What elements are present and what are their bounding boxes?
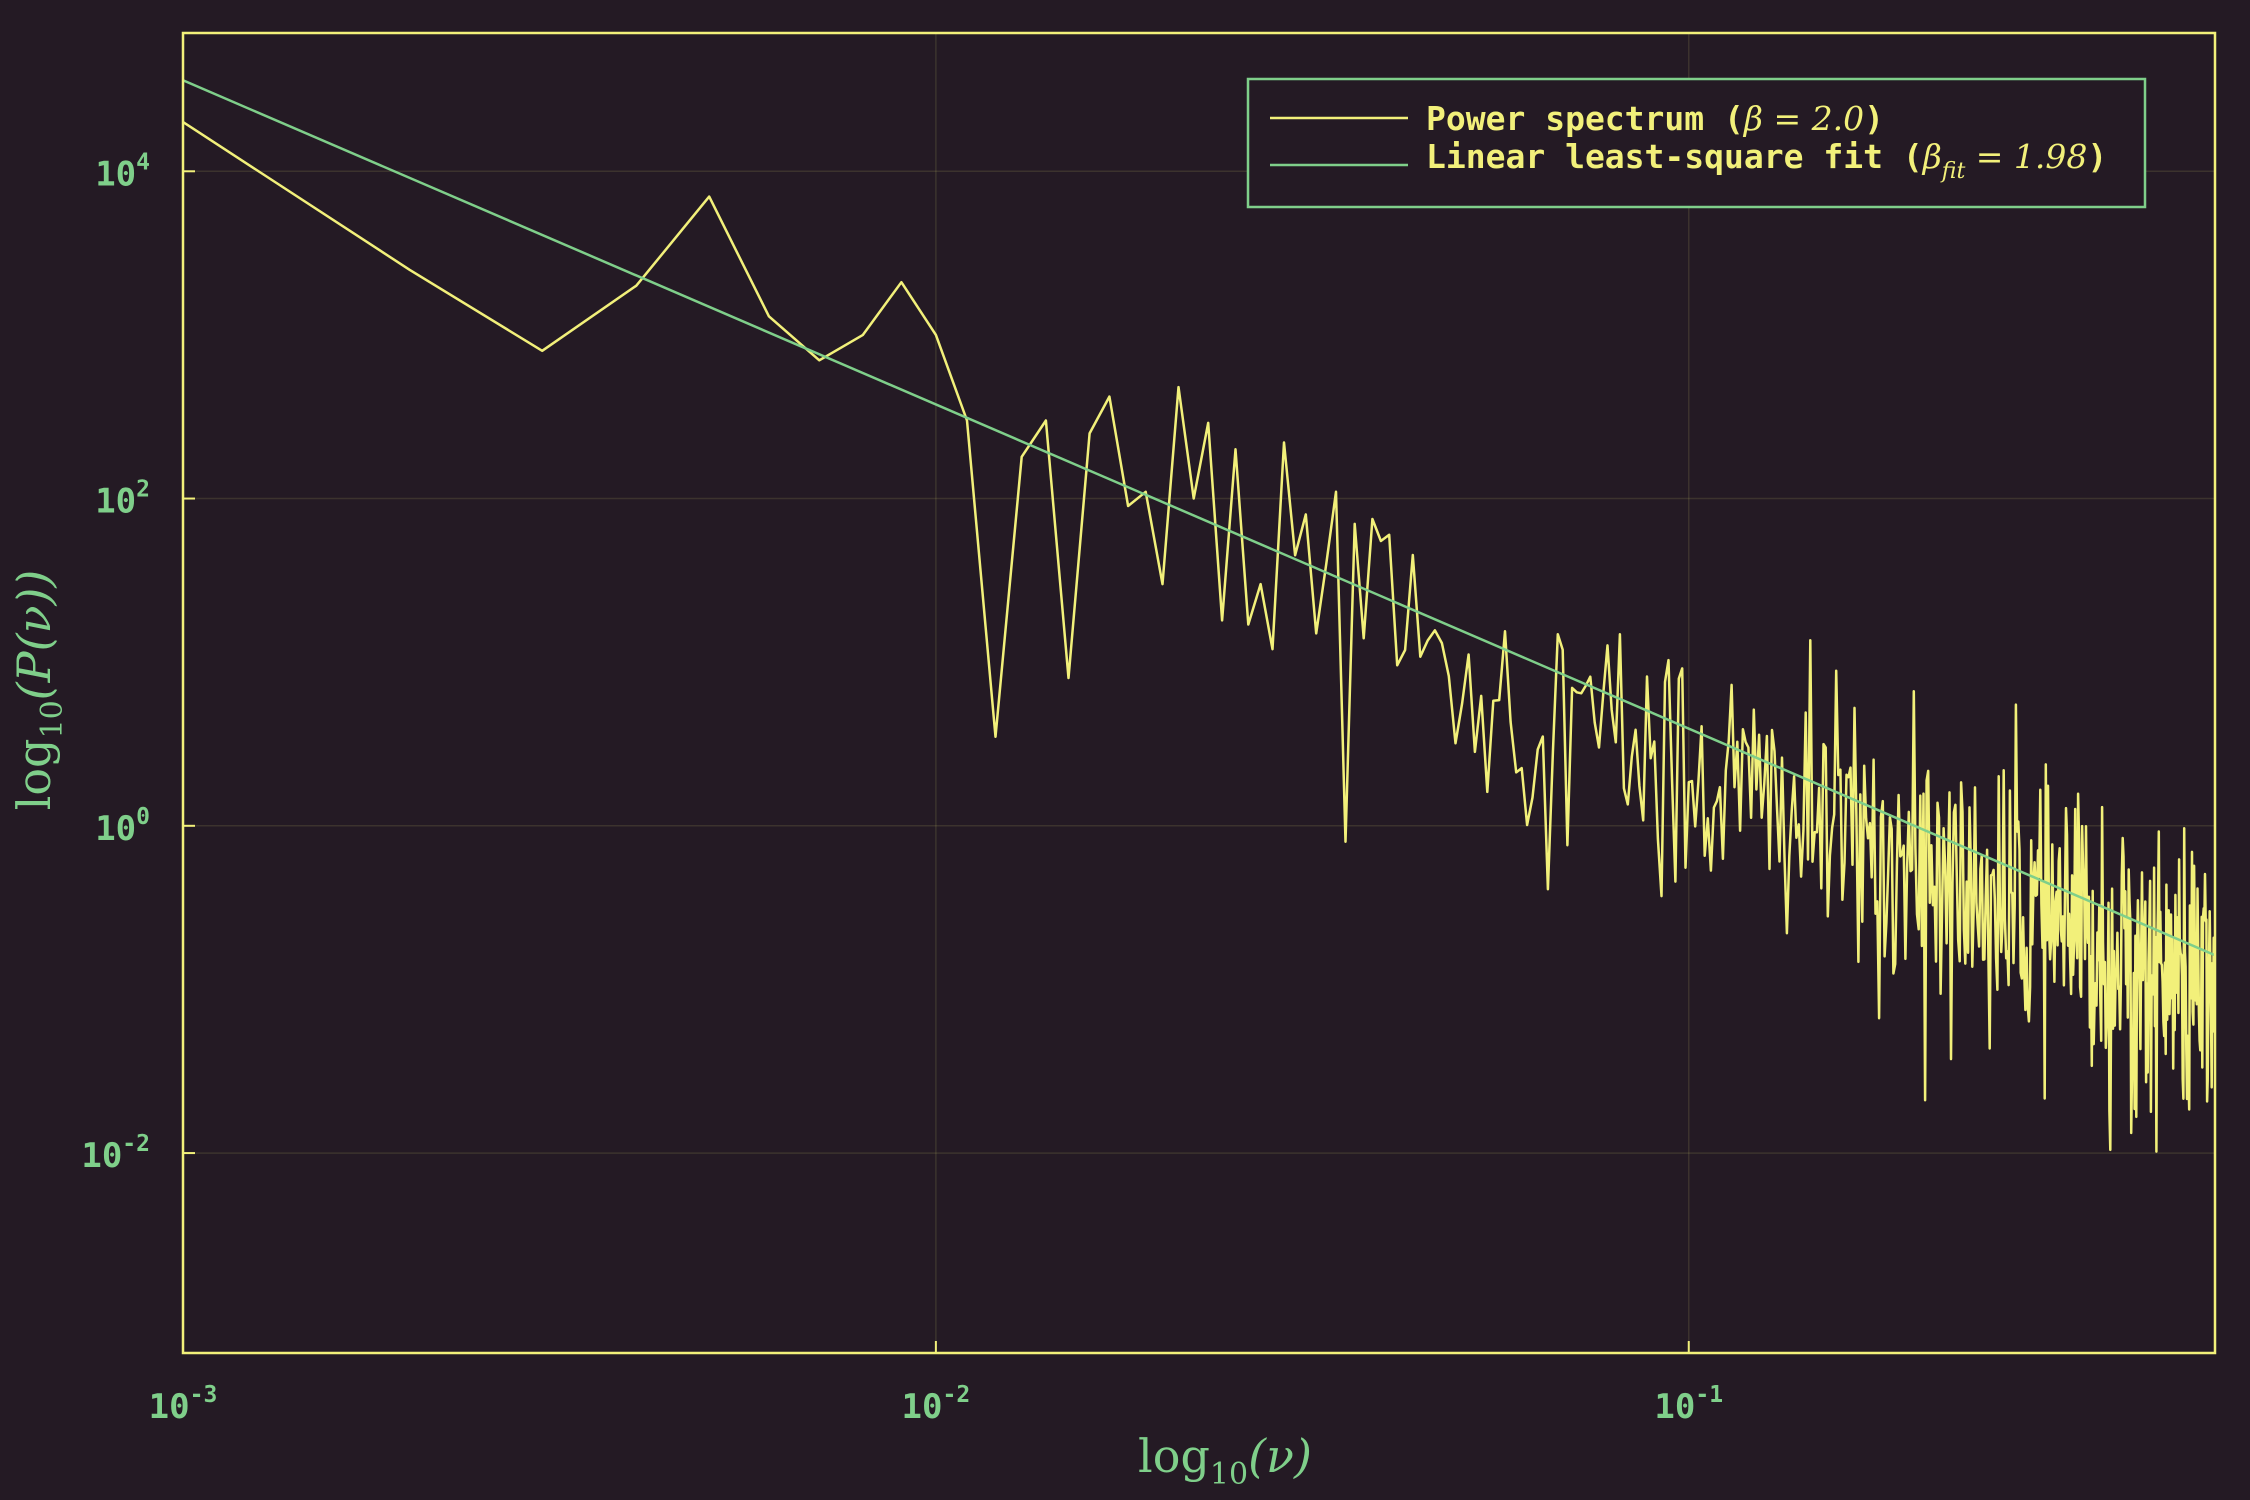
x-tick-base: 10 — [1654, 1387, 1695, 1427]
x-axis-title-arg: (ν) — [1248, 1429, 1312, 1483]
y-tick-label: 104 — [95, 149, 150, 194]
grid — [182, 33, 2215, 1353]
legend-power-math: β = 2.0 — [1742, 99, 1864, 138]
legend-label-fit: Linear least-square fit (βfit = 1.98) — [1426, 137, 2107, 184]
x-tick-exponent: -1 — [1695, 1382, 1723, 1408]
x-tick-exponent: -3 — [190, 1382, 218, 1408]
x-axis-title: log10(ν) — [1138, 1429, 1312, 1492]
x-tick-base: 10 — [149, 1387, 190, 1427]
x-axis-title-sub: 10 — [1210, 1457, 1248, 1492]
legend-fit-math: β — [1921, 137, 1942, 176]
legend-fit-prefix: Linear least-square fit ( — [1426, 137, 1923, 176]
x-tick-label: 10-3 — [149, 1382, 218, 1427]
series-power-spectrum-line — [183, 120, 2215, 1153]
legend-fit-suffix: ) — [2087, 137, 2107, 176]
x-tick-exponent: -2 — [943, 1382, 971, 1408]
x-tick-label: 10-2 — [902, 1382, 971, 1427]
y-axis-title: log10(P(ν)) — [7, 570, 70, 811]
y-axis-title-arg: (P(ν)) — [7, 570, 61, 701]
y-tick-base: 10 — [95, 482, 136, 522]
y-tick-base: 10 — [95, 809, 136, 849]
x-tick-labels: 10-3 10-2 10-1 — [149, 1382, 1723, 1427]
legend-power-prefix: Power spectrum ( — [1426, 99, 1744, 138]
legend-fit-math-rest: = 1.98 — [1965, 137, 2087, 176]
y-axis-title-sub: 10 — [35, 700, 70, 738]
y-axis-title-base: log — [7, 739, 61, 811]
y-tick-base: 10 — [81, 1136, 122, 1176]
legend-label-power-spectrum: Power spectrum (β = 2.0) — [1426, 99, 1884, 138]
legend-power-suffix: ) — [1864, 99, 1884, 138]
series-layer — [183, 79, 2215, 1153]
legend-fit-math-sub: fit — [1940, 159, 1966, 184]
series-fit-line — [183, 79, 2215, 957]
plot-frame — [181, 31, 2217, 1355]
y-tick-base: 10 — [95, 154, 136, 194]
legend-box — [1246, 77, 2147, 209]
y-tick-label: 10-2 — [81, 1131, 150, 1176]
x-axis-title-base: log — [1138, 1429, 1210, 1483]
legend: Power spectrum (β = 2.0) Linear least-sq… — [1246, 77, 2147, 209]
y-tick-label: 100 — [95, 804, 150, 849]
y-tick-exponent: 4 — [136, 149, 150, 175]
y-tick-exponent: 2 — [136, 477, 150, 503]
x-tick-label: 10-1 — [1654, 1382, 1723, 1427]
x-tick-base: 10 — [902, 1387, 943, 1427]
y-tick-label: 102 — [95, 477, 150, 522]
y-tick-exponent: 0 — [136, 804, 150, 830]
y-tick-exponent: -2 — [122, 1131, 150, 1157]
